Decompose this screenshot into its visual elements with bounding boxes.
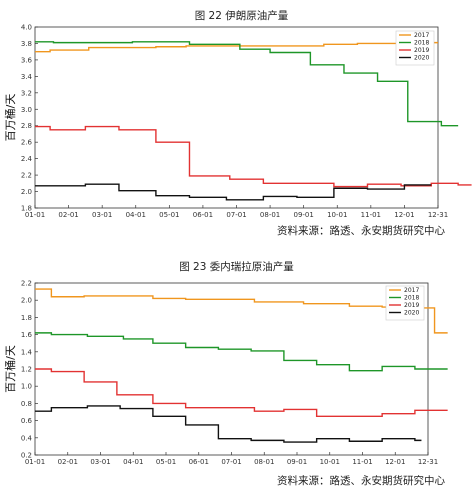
y-tick-label: 2.0: [21, 188, 32, 196]
series-line-2018: [35, 41, 459, 127]
series-line-2018: [35, 332, 448, 372]
y-tick-label: 1.2: [21, 366, 32, 374]
x-tick-label: 09-01: [293, 211, 313, 219]
x-tick-label: 06-01: [189, 458, 209, 466]
y-tick-label: 0.6: [21, 417, 33, 425]
x-tick-label: 01-01: [25, 211, 45, 219]
source-note: 资料来源：路透、永安期货研究中心: [277, 474, 445, 487]
x-tick-label: 10-01: [327, 211, 347, 219]
y-tick-label: 0.2: [21, 452, 32, 460]
series-line-2019: [35, 368, 448, 417]
legend-box: [395, 30, 435, 66]
y-tick-label: 4.0: [21, 24, 32, 32]
legend-label-2017: 2017: [404, 287, 419, 294]
y-tick-label: 3.2: [21, 89, 32, 97]
x-tick-label: 10-01: [320, 458, 340, 466]
plot-frame: [34, 282, 429, 456]
y-tick-label: 3.6: [21, 56, 33, 64]
series-line-2017: [35, 41, 438, 53]
x-tick-label: 08-01: [254, 458, 274, 466]
chart-1: 图 22 伊朗原油产量 1.8 2.0 2.2 2.4 2.6 2.8 3.0 3.2 3.4 3.…: [3, 9, 472, 237]
x-tick-label: 05-01: [159, 211, 179, 219]
x-tick-label: 12-01: [385, 458, 405, 466]
x-tick-label: 04-01: [123, 458, 143, 466]
legend-box: [385, 285, 425, 321]
source-note: 资料来源：路透、永安期货研究中心: [277, 224, 445, 237]
x-tick-label: 02-01: [58, 458, 78, 466]
legend-label-2019: 2019: [404, 302, 419, 309]
legend-label-2019: 2019: [414, 47, 429, 54]
x-tick-label: 12-31: [418, 458, 438, 466]
y-tick-label: 2.0: [21, 297, 32, 305]
x-tick-label: 04-01: [126, 211, 146, 219]
x-tick-label: 03-01: [92, 211, 112, 219]
y-tick-label: 3.4: [21, 73, 33, 81]
y-tick-label: 3.8: [21, 40, 32, 48]
y-tick-label: 1.8: [21, 314, 32, 322]
legend-label-2017: 2017: [414, 32, 429, 39]
legend-label-2018: 2018: [404, 295, 419, 302]
series-line-2020: [35, 405, 422, 443]
x-tick-label: 03-01: [90, 458, 110, 466]
x-tick-label: 01-01: [25, 458, 45, 466]
x-tick-label: 12-01: [394, 211, 414, 219]
x-tick-label: 07-01: [226, 211, 246, 219]
y-tick-label: 2.8: [21, 122, 32, 130]
y-tick-label: 2.4: [21, 155, 33, 163]
y-tick-label: 1.4: [21, 348, 33, 356]
y-axis-label: 百万桶/天: [3, 94, 17, 142]
x-tick-label: 02-01: [58, 211, 78, 219]
x-tick-label: 07-01: [221, 458, 241, 466]
y-tick-label: 1.6: [21, 331, 33, 339]
legend-label-2018: 2018: [414, 40, 429, 47]
series-line-2019: [35, 125, 472, 188]
chart-title: 图 22 伊朗原油产量: [195, 9, 289, 22]
y-tick-label: 0.4: [21, 434, 33, 442]
plot-frame: [34, 26, 439, 209]
x-tick-label: 09-01: [287, 458, 307, 466]
y-tick-label: 0.8: [21, 400, 32, 408]
x-tick-label: 11-01: [361, 211, 381, 219]
y-tick-label: 2.6: [21, 139, 33, 147]
y-tick-label: 3.0: [21, 106, 32, 114]
y-tick-label: 2.2: [21, 280, 32, 288]
x-tick-label: 05-01: [156, 458, 176, 466]
y-tick-label: 1.0: [21, 383, 32, 391]
x-tick-label: 08-01: [260, 211, 280, 219]
series-line-2020: [35, 183, 432, 201]
chart-2: 图 23 委内瑞拉原油产量 0.2 0.4 0.6 0.8 1.0 1.2 1.4 1.6 1.8…: [3, 260, 448, 487]
x-tick-label: 06-01: [193, 211, 213, 219]
y-tick-label: 1.8: [21, 205, 32, 213]
legend-label-2020: 2020: [404, 310, 419, 317]
legend-label-2020: 2020: [414, 55, 429, 62]
chart-title: 图 23 委内瑞拉原油产量: [179, 260, 294, 273]
y-axis-label: 百万桶/天: [3, 345, 17, 393]
y-tick-label: 2.2: [21, 172, 32, 180]
x-tick-label: 11-01: [352, 458, 372, 466]
x-tick-label: 12-31: [428, 211, 448, 219]
